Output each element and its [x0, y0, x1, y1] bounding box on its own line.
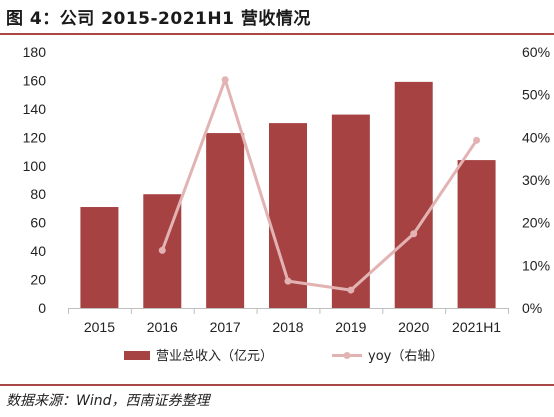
y-left-tick-label: 100 [23, 158, 47, 174]
legend-line-marker [343, 352, 351, 359]
x-tick-label: 2018 [272, 319, 303, 335]
y-right-tick-label: 30% [522, 172, 550, 188]
y-left-tick-label: 40 [30, 243, 46, 259]
legend-line-label: yoy（右轴） [368, 349, 443, 364]
x-tick-label: 2020 [398, 319, 429, 335]
yoy-point [410, 230, 418, 238]
x-axis-labels: 2015 2016 2017 2018 2019 2020 2021H1 [84, 319, 501, 335]
legend: 营业总收入（亿元） yoy（右轴） [124, 349, 443, 364]
revenue-bar [457, 160, 496, 308]
yoy-point [473, 136, 481, 144]
top-rule [0, 33, 554, 35]
left-axis-ticks: 0 20 40 60 80 100 120 140 160 180 [23, 44, 47, 316]
revenue-bar [206, 133, 245, 308]
y-right-tick-label: 0% [522, 300, 542, 316]
y-left-tick-label: 60 [30, 215, 46, 231]
yoy-line [160, 78, 478, 292]
x-tick-label: 2015 [84, 319, 115, 335]
y-right-tick-label: 20% [522, 215, 550, 231]
yoy-point [347, 286, 355, 294]
yoy-line-series [158, 76, 481, 294]
revenue-bar [331, 114, 370, 308]
y-left-tick-label: 160 [23, 72, 47, 88]
y-right-tick-label: 10% [522, 257, 550, 273]
bar-series [80, 81, 496, 308]
x-tick-label: 2016 [147, 319, 178, 335]
y-left-tick-label: 0 [38, 300, 46, 316]
legend-bar-swatch [124, 351, 150, 360]
legend-bar-label: 营业总收入（亿元） [156, 349, 273, 364]
x-tick-label: 2019 [335, 319, 366, 335]
x-tick-label: 2021H1 [452, 319, 501, 335]
bottom-rule [0, 384, 554, 386]
y-right-tick-label: 60% [522, 44, 550, 60]
y-left-tick-label: 80 [30, 186, 46, 202]
y-left-tick-label: 120 [23, 129, 47, 145]
y-right-tick-label: 50% [522, 87, 550, 103]
revenue-chart: 0 20 40 60 80 100 120 140 160 180 0% 10% 20% 30% 40% 5… [23, 44, 550, 364]
revenue-bar [80, 207, 119, 308]
figure-title: 图 4：公司 2015-2021H1 营收情况 [6, 9, 311, 29]
yoy-point [158, 246, 166, 254]
revenue-bar [394, 81, 433, 308]
source-note: 数据来源：Wind，西南证券整理 [6, 393, 210, 409]
y-left-tick-label: 20 [30, 272, 46, 288]
yoy-point [284, 277, 292, 285]
y-right-tick-label: 40% [522, 129, 550, 145]
right-axis-ticks: 0% 10% 20% 30% 40% 50% 60% [522, 44, 550, 316]
x-axis-ticks [68, 308, 509, 314]
x-tick-label: 2017 [210, 319, 241, 335]
yoy-point [221, 76, 229, 84]
y-left-tick-label: 140 [23, 101, 47, 117]
y-left-tick-label: 180 [23, 44, 47, 60]
